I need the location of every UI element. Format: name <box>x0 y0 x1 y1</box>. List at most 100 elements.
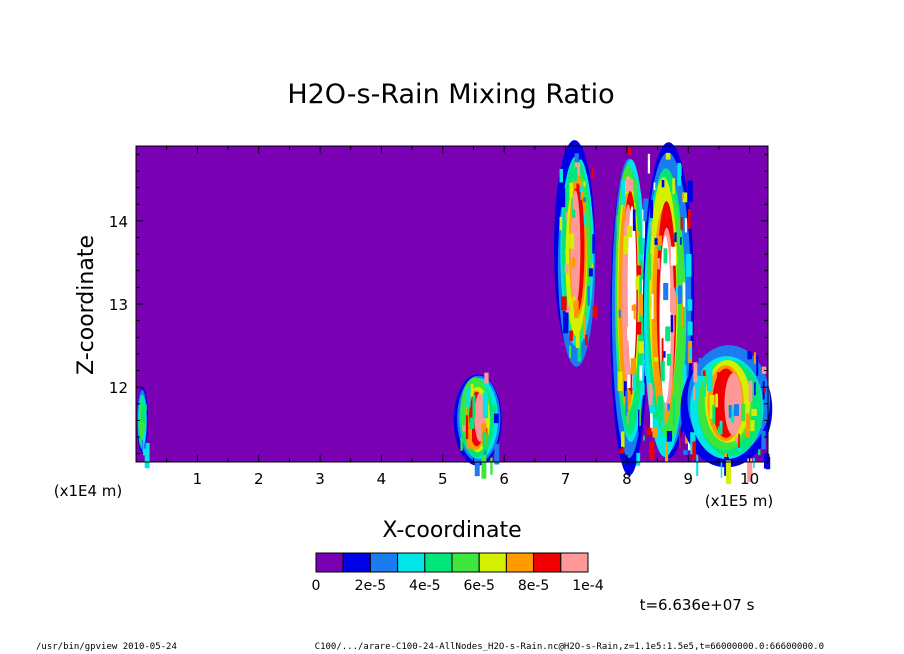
field-streak <box>572 195 578 210</box>
field-streak <box>687 441 692 451</box>
x-tick-label: 7 <box>561 470 571 488</box>
field-streak <box>466 422 473 449</box>
colorbar: 0 2e-5 4e-5 6e-5 8e-5 1e-4 <box>312 552 604 594</box>
field-streak <box>490 405 497 416</box>
field-streak <box>617 371 623 392</box>
field-streak <box>565 305 571 313</box>
field-streak <box>738 433 740 450</box>
field-streak <box>707 366 713 392</box>
field-streak <box>662 351 666 358</box>
x-tick-label: 9 <box>683 470 693 488</box>
field-streak <box>627 147 631 155</box>
field-streak <box>717 372 720 380</box>
field-streak <box>676 263 681 286</box>
field-streak <box>493 413 499 424</box>
field-streak <box>672 178 675 195</box>
field-streak <box>638 254 643 261</box>
field-streak <box>704 378 707 397</box>
field-streak <box>667 403 671 411</box>
field-streak <box>652 427 658 438</box>
field-streak <box>709 394 715 419</box>
field-streak <box>584 334 588 346</box>
field-streak <box>670 315 674 333</box>
field-streak <box>663 282 669 301</box>
field-streak <box>717 426 723 434</box>
field-streak <box>623 326 628 334</box>
field-streak <box>632 209 636 231</box>
field-streak <box>638 341 644 354</box>
field-streak <box>674 232 677 243</box>
field-streak <box>725 460 731 484</box>
field-streak <box>569 182 573 198</box>
field-streak <box>482 392 489 419</box>
footer-right: C100/.../arare-C100-24-AllNodes_H2O-s-Ra… <box>314 642 824 652</box>
field-streak <box>650 199 654 219</box>
field-region <box>453 372 502 479</box>
field-streak <box>574 162 581 176</box>
field-streak <box>693 362 698 383</box>
field-streak <box>687 321 693 336</box>
chart-title: H2O-s-Rain Mixing Ratio <box>287 79 614 110</box>
field-streak <box>632 372 636 391</box>
field-streak <box>482 432 486 457</box>
field-streak <box>575 323 580 349</box>
field-contour <box>724 372 743 436</box>
field-streak <box>693 386 696 401</box>
field-streak <box>623 236 629 255</box>
field-streak <box>141 396 144 418</box>
y-tick-label: 13 <box>109 296 128 314</box>
colorbar-swatch <box>560 552 589 573</box>
field-streak <box>583 315 586 339</box>
field-streak <box>660 360 665 382</box>
y-unit-label: (x1E4 m) <box>54 482 123 500</box>
field-region <box>137 387 150 469</box>
field-streak <box>651 293 654 319</box>
field-streak <box>654 238 658 245</box>
field-streak <box>684 218 687 233</box>
field-streak <box>665 442 668 462</box>
field-streak <box>728 404 732 418</box>
field-streak <box>637 232 641 237</box>
field-streak <box>633 303 636 320</box>
field-streak <box>670 246 677 266</box>
field-streak <box>623 381 627 397</box>
field-streak <box>466 387 471 408</box>
colorbar-swatch <box>369 552 399 573</box>
field-streak <box>592 234 595 254</box>
field-streak <box>481 455 487 479</box>
field-streak <box>698 357 702 376</box>
field-streak <box>563 310 569 334</box>
field-streak <box>761 430 766 450</box>
field-streak <box>765 456 771 470</box>
field-streak <box>651 413 657 419</box>
colorbar-swatch <box>451 552 480 573</box>
field-streak <box>565 212 568 221</box>
field-region <box>553 140 598 367</box>
field-streak <box>686 253 692 277</box>
field-streak <box>636 452 641 466</box>
colorbar-tick-label: 8e-5 <box>518 578 549 594</box>
colorbar-swatch <box>397 552 426 573</box>
field-streak <box>619 448 625 454</box>
field-streak <box>661 338 664 364</box>
field-streak <box>653 356 659 362</box>
y-tick-label: 14 <box>109 213 128 231</box>
field-streak <box>720 461 723 478</box>
field-streak <box>565 249 569 254</box>
field-streak <box>666 353 671 366</box>
colorbar-tick-label: 2e-5 <box>355 578 386 594</box>
x-unit-label: (x1E5 m) <box>705 492 774 510</box>
field-streak <box>696 454 699 476</box>
field-streak <box>757 449 761 456</box>
field-streak <box>621 431 625 447</box>
field-streak <box>683 450 688 455</box>
field-streak <box>715 393 718 408</box>
field-streak <box>580 191 582 200</box>
field-streak <box>674 148 678 156</box>
field-streak <box>141 404 147 411</box>
field-streak <box>490 457 493 475</box>
field-streak <box>657 235 662 246</box>
field-streak <box>737 447 743 452</box>
field-streak <box>653 182 656 191</box>
field-streak <box>733 404 740 417</box>
